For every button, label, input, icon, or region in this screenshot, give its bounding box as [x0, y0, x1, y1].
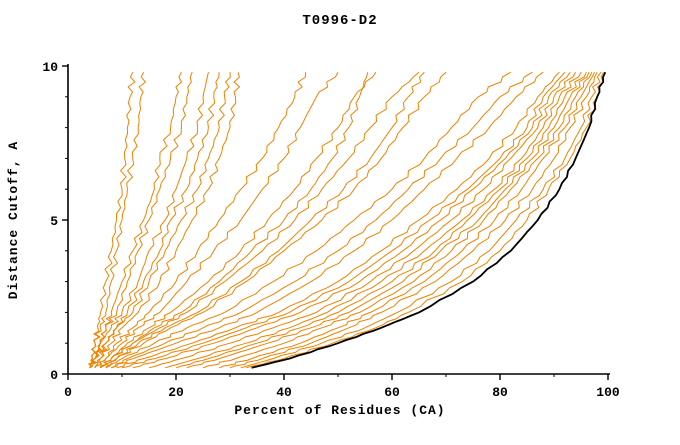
y-tick-label: 5 [50, 214, 58, 229]
model-curve [246, 71, 605, 369]
model-curve [94, 72, 307, 369]
model-curve [202, 71, 593, 369]
y-tick-label: 0 [50, 368, 58, 383]
model-curve [99, 71, 377, 368]
model-curve [175, 71, 587, 369]
model-curve [186, 71, 590, 369]
reference-curve [251, 71, 607, 369]
model-curve [116, 71, 560, 369]
model-curve [121, 71, 566, 369]
model-curve [240, 71, 602, 369]
x-tick-label: 80 [492, 385, 508, 400]
x-tick-label: 100 [596, 385, 620, 400]
x-tick-label: 40 [276, 385, 292, 400]
y-tick-label: 10 [42, 60, 58, 75]
model-curve [88, 71, 182, 369]
model-curve [219, 71, 595, 369]
x-tick-label: 0 [64, 385, 72, 400]
model-curve [89, 71, 136, 369]
model-curve [105, 71, 512, 369]
model-curve [148, 71, 577, 369]
x-tick-label: 60 [384, 385, 400, 400]
x-tick-label: 20 [168, 385, 184, 400]
plot-area: 0 20 40 60 80 100 0 5 10 [42, 60, 620, 400]
model-curve [89, 72, 220, 369]
model-curve [229, 71, 598, 369]
model-curve [89, 72, 231, 369]
model-curve [111, 71, 533, 369]
model-curve [100, 71, 425, 369]
model-curve [99, 72, 369, 368]
model-curve [88, 72, 193, 369]
x-axis-label: Percent of Residues (CA) [234, 403, 445, 418]
model-curve [94, 71, 339, 368]
model-curve [132, 71, 571, 369]
model-curve [165, 71, 582, 369]
model-curve [94, 72, 240, 369]
chart-title: T0996-D2 [302, 13, 377, 29]
model-curve [111, 71, 544, 369]
model-curve [105, 71, 447, 369]
y-axis-label: Distance Cutoff, A [6, 141, 21, 299]
